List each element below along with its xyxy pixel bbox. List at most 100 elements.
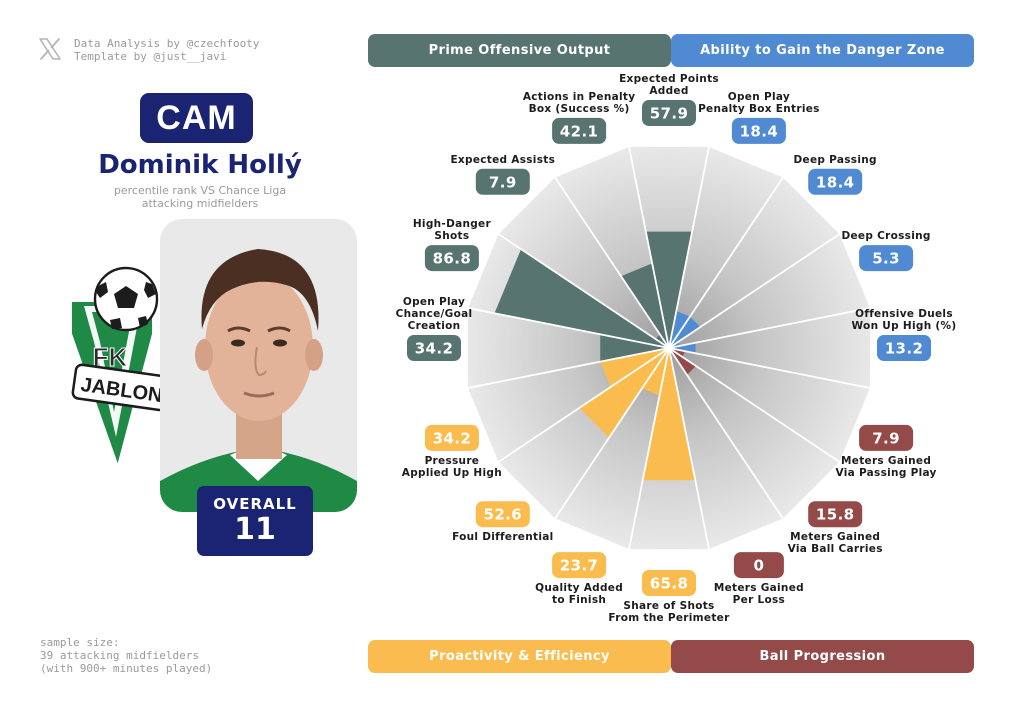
radar-divider [627, 347, 670, 551]
group-header-danger-zone: Ability to Gain the Danger Zone [671, 34, 974, 67]
radar-sector-bg [555, 348, 669, 550]
radar-bar-quality-added-to-finish [642, 348, 669, 396]
value-text: 18.4 [740, 122, 779, 140]
radar-bar-open-play-chance-goal-creation [600, 334, 669, 362]
player-photo [160, 219, 357, 512]
radar-sector-bg [669, 146, 783, 348]
radar-bar-expected-points-added [645, 231, 693, 348]
value-text: 34.2 [433, 429, 472, 447]
radar-bar-high-danger-shots [494, 249, 669, 348]
radar-sector-bg [669, 348, 783, 550]
metric-label-line: Meters Gained [790, 531, 880, 543]
value-text: 23.7 [560, 557, 599, 575]
metric-label-line: Quality Added [535, 582, 623, 594]
metric-label: Deep Passing [794, 154, 877, 166]
radar-bars [494, 231, 701, 481]
value-text: 52.6 [483, 506, 522, 524]
metric-expected-points-added: 57.9 Expected Points Added [619, 73, 719, 126]
position-badge: CAM [140, 93, 253, 143]
metric-deep-passing: 18.4 Deep Passing [794, 154, 877, 195]
value-pill [859, 424, 914, 451]
metric-label-line: Meters Gained [714, 582, 804, 594]
radar-divider [668, 176, 785, 349]
credits: Data Analysis by @czechfooty Template by… [38, 37, 259, 63]
radar-divider [668, 347, 711, 551]
radar-sector-bg [669, 308, 871, 388]
metric-expected-assists: 7.9 Expected Assists [450, 154, 555, 195]
group-header-proactivity-efficiency: Proactivity & Efficiency [368, 640, 671, 673]
value-pill [731, 117, 786, 144]
value-text: 7.9 [489, 173, 517, 191]
value-pill [733, 552, 784, 579]
metric-label-line: Won Up High (%) [852, 320, 957, 332]
credit-line-template: Template by @just__javi [74, 50, 227, 63]
sample-line-1: sample size: [40, 636, 120, 649]
value-pill [859, 245, 914, 272]
metric-label-line: Pressure [425, 455, 480, 467]
x-logo-icon [39, 38, 61, 60]
metric-label-line: Actions in Penalty [523, 91, 636, 103]
radar-sector-bg [467, 308, 669, 388]
metric-meters-gained-per-loss: 0 Meters Gained Per Loss [714, 552, 804, 606]
radar-divider [668, 306, 872, 349]
sample-line-3: (with 900+ minutes played) [40, 662, 213, 675]
group-header-ball-progression: Ball Progression [671, 640, 974, 673]
value-text: 86.8 [433, 250, 472, 268]
club-logo: FK JABLON [68, 266, 170, 472]
metric-label-line: Share of Shots [623, 600, 714, 612]
radar-bar-expected-assists [655, 334, 669, 348]
subtitle-line-2: attacking midfielders [141, 197, 259, 210]
metric-label: Meters Gained Via Passing Play [835, 455, 936, 479]
metric-label-line: Creation [408, 320, 461, 332]
metric-label: Deep Crossing [841, 230, 930, 242]
radar-divider [627, 145, 670, 349]
group-header-prime-offensive-output: Prime Offensive Output [368, 34, 671, 67]
value-pill [877, 335, 931, 361]
player-portrait [160, 249, 357, 512]
metric-label: Open Play Chance/Goal Creation [396, 296, 473, 332]
radar-bar-deep-passing [669, 316, 701, 348]
radar-sector-bg [669, 348, 871, 462]
value-pill [808, 168, 863, 195]
player-name: Dominik Hollý [98, 150, 302, 180]
value-pill [424, 245, 479, 272]
metric-pressure-applied-up-high: 34.2 Pressure Applied Up High [402, 424, 502, 479]
metric-label-line: High-Danger [413, 218, 492, 230]
metric-foul-differential: 52.6 Foul Differential [452, 501, 553, 543]
radar-divider [668, 232, 841, 349]
value-text: 18.4 [816, 173, 855, 191]
metric-label-line: Added [649, 85, 688, 97]
value-text: 13.2 [885, 340, 924, 358]
metric-offensive-duels-won-up-high: 13.2 Offensive Duels Won Up High (%) [852, 308, 957, 361]
overall-value: 11 [234, 512, 276, 547]
metric-meters-gained-via-passing-play: 7.9 Meters Gained Via Passing Play [835, 424, 936, 479]
metric-label-line: Applied Up High [402, 467, 502, 479]
player-hair [201, 249, 319, 331]
value-pill [552, 117, 607, 144]
metric-label: Open Play Penalty Box Entries [698, 91, 820, 115]
radar-bar-pressure-applied-up-high [600, 348, 669, 387]
metric-label: High-Danger Shots [413, 218, 492, 242]
metric-label: Pressure Applied Up High [402, 455, 502, 479]
metric-label-line: Chance/Goal [396, 308, 473, 320]
radar-sector-bg [669, 348, 840, 519]
value-text: 7.9 [872, 429, 900, 447]
metric-share-of-shots-from-the-perimeter: 65.8 Share of Shots From the Perimeter [608, 570, 730, 624]
metric-label: Actions in Penalty Box (Success %) [523, 91, 636, 115]
sample-line-2: 39 attacking midfielders [40, 649, 199, 662]
metric-label-line: Shots [434, 230, 469, 242]
metric-label-line: Via Ball Carries [788, 543, 883, 555]
metric-quality-added-to-finish: 23.7 Quality Added to Finish [535, 552, 623, 606]
radar-divider [668, 347, 841, 464]
subtitle-line-1: percentile rank VS Chance Liga [113, 184, 287, 197]
radar-divider [668, 145, 711, 349]
credit-line-analysis: Data Analysis by @czechfooty [74, 37, 260, 50]
metric-label: Meters Gained Via Ball Carries [788, 531, 883, 555]
radar-bar-meters-gained-via-ball-carries [669, 348, 696, 375]
value-pill [475, 168, 530, 195]
metric-label: Quality Added to Finish [535, 582, 623, 606]
metric-label-line: Meters Gained [841, 455, 931, 467]
value-pill [642, 100, 696, 126]
